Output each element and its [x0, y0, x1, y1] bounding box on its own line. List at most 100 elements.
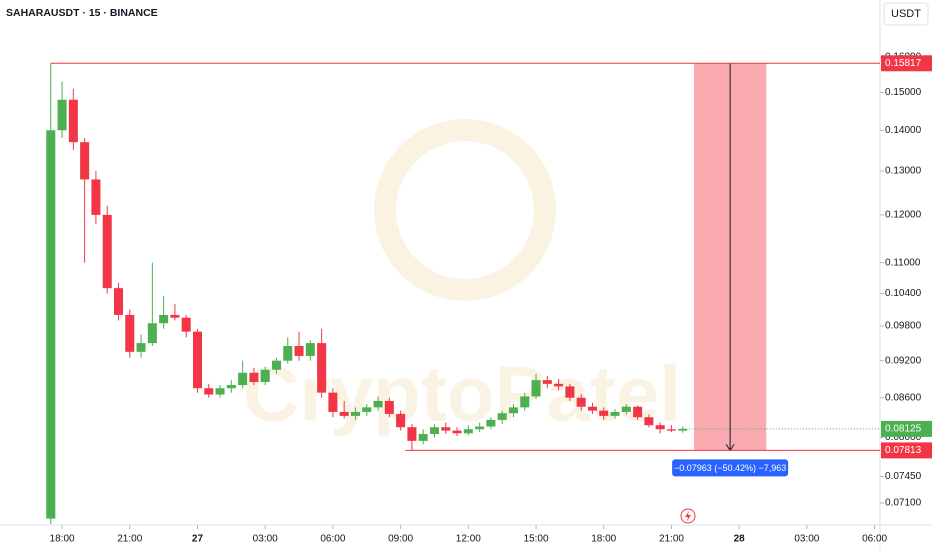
- y-tick-label: 0.07450: [885, 471, 922, 482]
- measure-label: −0.07963 (−50.42%) −7,963: [674, 463, 786, 473]
- currency-box[interactable]: [883, 2, 929, 26]
- candle-body: [260, 369, 270, 382]
- candle-body: [317, 343, 327, 393]
- candle-body: [407, 427, 417, 441]
- x-tick-label: 12:00: [456, 534, 481, 545]
- x-tick-label: 03:00: [253, 534, 278, 545]
- price-label: 0.07813: [885, 445, 922, 456]
- candle-body: [633, 406, 643, 418]
- candle-body: [599, 410, 609, 416]
- watermark-ring: [374, 119, 556, 301]
- candle-body: [192, 331, 203, 389]
- candle-body: [373, 400, 383, 408]
- last-price-label: 0.08125: [885, 424, 922, 435]
- x-tick-label: 21:00: [117, 534, 142, 545]
- candle-body: [531, 380, 541, 397]
- candle-body: [463, 429, 473, 434]
- y-tick-label: 0.08000: [885, 432, 922, 443]
- last-price-box: [881, 420, 932, 437]
- candle-body: [452, 430, 462, 434]
- candle-body: [136, 343, 146, 352]
- measure-label-box: [672, 459, 789, 477]
- candle-body: [147, 323, 157, 344]
- currency[interactable]: USDT: [891, 8, 921, 20]
- candle-body: [249, 372, 259, 382]
- candle-body: [57, 99, 67, 131]
- candle-body: [181, 317, 191, 332]
- candle-body: [283, 345, 293, 361]
- x-tick-label: 21:00: [659, 534, 684, 545]
- x-tick-label: 06:00: [862, 534, 887, 545]
- x-tick-label: 18:00: [50, 534, 75, 545]
- candle-body: [339, 411, 349, 416]
- candle-body: [215, 388, 225, 395]
- candle-body: [508, 407, 518, 414]
- candle-body: [542, 380, 552, 384]
- candle-body: [80, 142, 90, 180]
- y-tick-label: 0.10400: [885, 288, 922, 299]
- x-tick-label: 09:00: [388, 534, 413, 545]
- candle-body: [610, 411, 620, 416]
- candle-body: [384, 400, 394, 414]
- y-tick-label: 0.15000: [885, 87, 922, 98]
- candle-body: [68, 99, 78, 143]
- candle-body: [102, 214, 112, 289]
- candle-body: [362, 407, 372, 412]
- candle-body: [238, 372, 248, 386]
- candle-body: [565, 386, 575, 398]
- candle-body: [554, 383, 564, 387]
- candle-body: [666, 429, 676, 431]
- candle-body: [396, 413, 406, 428]
- candle-body: [441, 427, 451, 431]
- x-tick-label: 03:00: [794, 534, 819, 545]
- y-tick-label: 0.07100: [885, 498, 922, 509]
- x-tick-label: 06:00: [320, 534, 345, 545]
- candle-body: [621, 406, 631, 412]
- y-tick-label: 0.14000: [885, 125, 922, 136]
- candle-body: [587, 406, 597, 411]
- candle-body: [170, 314, 180, 318]
- candle-body: [328, 392, 338, 412]
- x-tick-label: 15:00: [524, 534, 549, 545]
- y-tick-label: 0.13000: [885, 166, 922, 177]
- candle-body: [305, 343, 315, 356]
- candle-body: [226, 385, 236, 389]
- candle-body: [204, 388, 214, 395]
- price-label-box: [881, 442, 932, 459]
- price-label-box: [881, 55, 932, 72]
- x-tick-label: 27: [192, 534, 204, 545]
- candle-body: [113, 288, 124, 315]
- candle-body: [486, 419, 496, 427]
- candle-body: [655, 425, 665, 430]
- candle-body: [350, 411, 360, 416]
- candle-body: [644, 417, 654, 426]
- y-tick-label: 0.11000: [885, 257, 921, 268]
- candle-body: [429, 427, 439, 434]
- candle-body: [91, 179, 101, 215]
- x-tick-label: 28: [734, 534, 746, 545]
- watermark-logo: [374, 119, 556, 301]
- candle-body: [475, 426, 485, 430]
- y-tick-label: 0.09800: [885, 321, 922, 332]
- x-tick-label: 18:00: [591, 534, 616, 545]
- y-tick-label: 0.12000: [885, 210, 922, 221]
- lightning-icon[interactable]: [680, 508, 696, 524]
- candle-body: [46, 130, 56, 519]
- candle-body: [294, 345, 304, 356]
- candle-body: [497, 413, 507, 420]
- candle-body: [576, 397, 586, 407]
- chart-title: SAHARAUSDT · 15 · BINANCE: [6, 7, 158, 19]
- candle-body: [520, 396, 530, 408]
- candle-body: [418, 433, 428, 441]
- icon-bolt[interactable]: [685, 511, 691, 521]
- price-label: 0.15817: [885, 58, 922, 69]
- y-tick-label: 0.08600: [885, 392, 922, 403]
- y-tick-label: 0.09200: [885, 355, 922, 366]
- watermark: CryptoPatel: [243, 350, 681, 438]
- candle-body: [125, 314, 135, 352]
- candle-body: [159, 314, 169, 324]
- candle-body: [678, 428, 688, 431]
